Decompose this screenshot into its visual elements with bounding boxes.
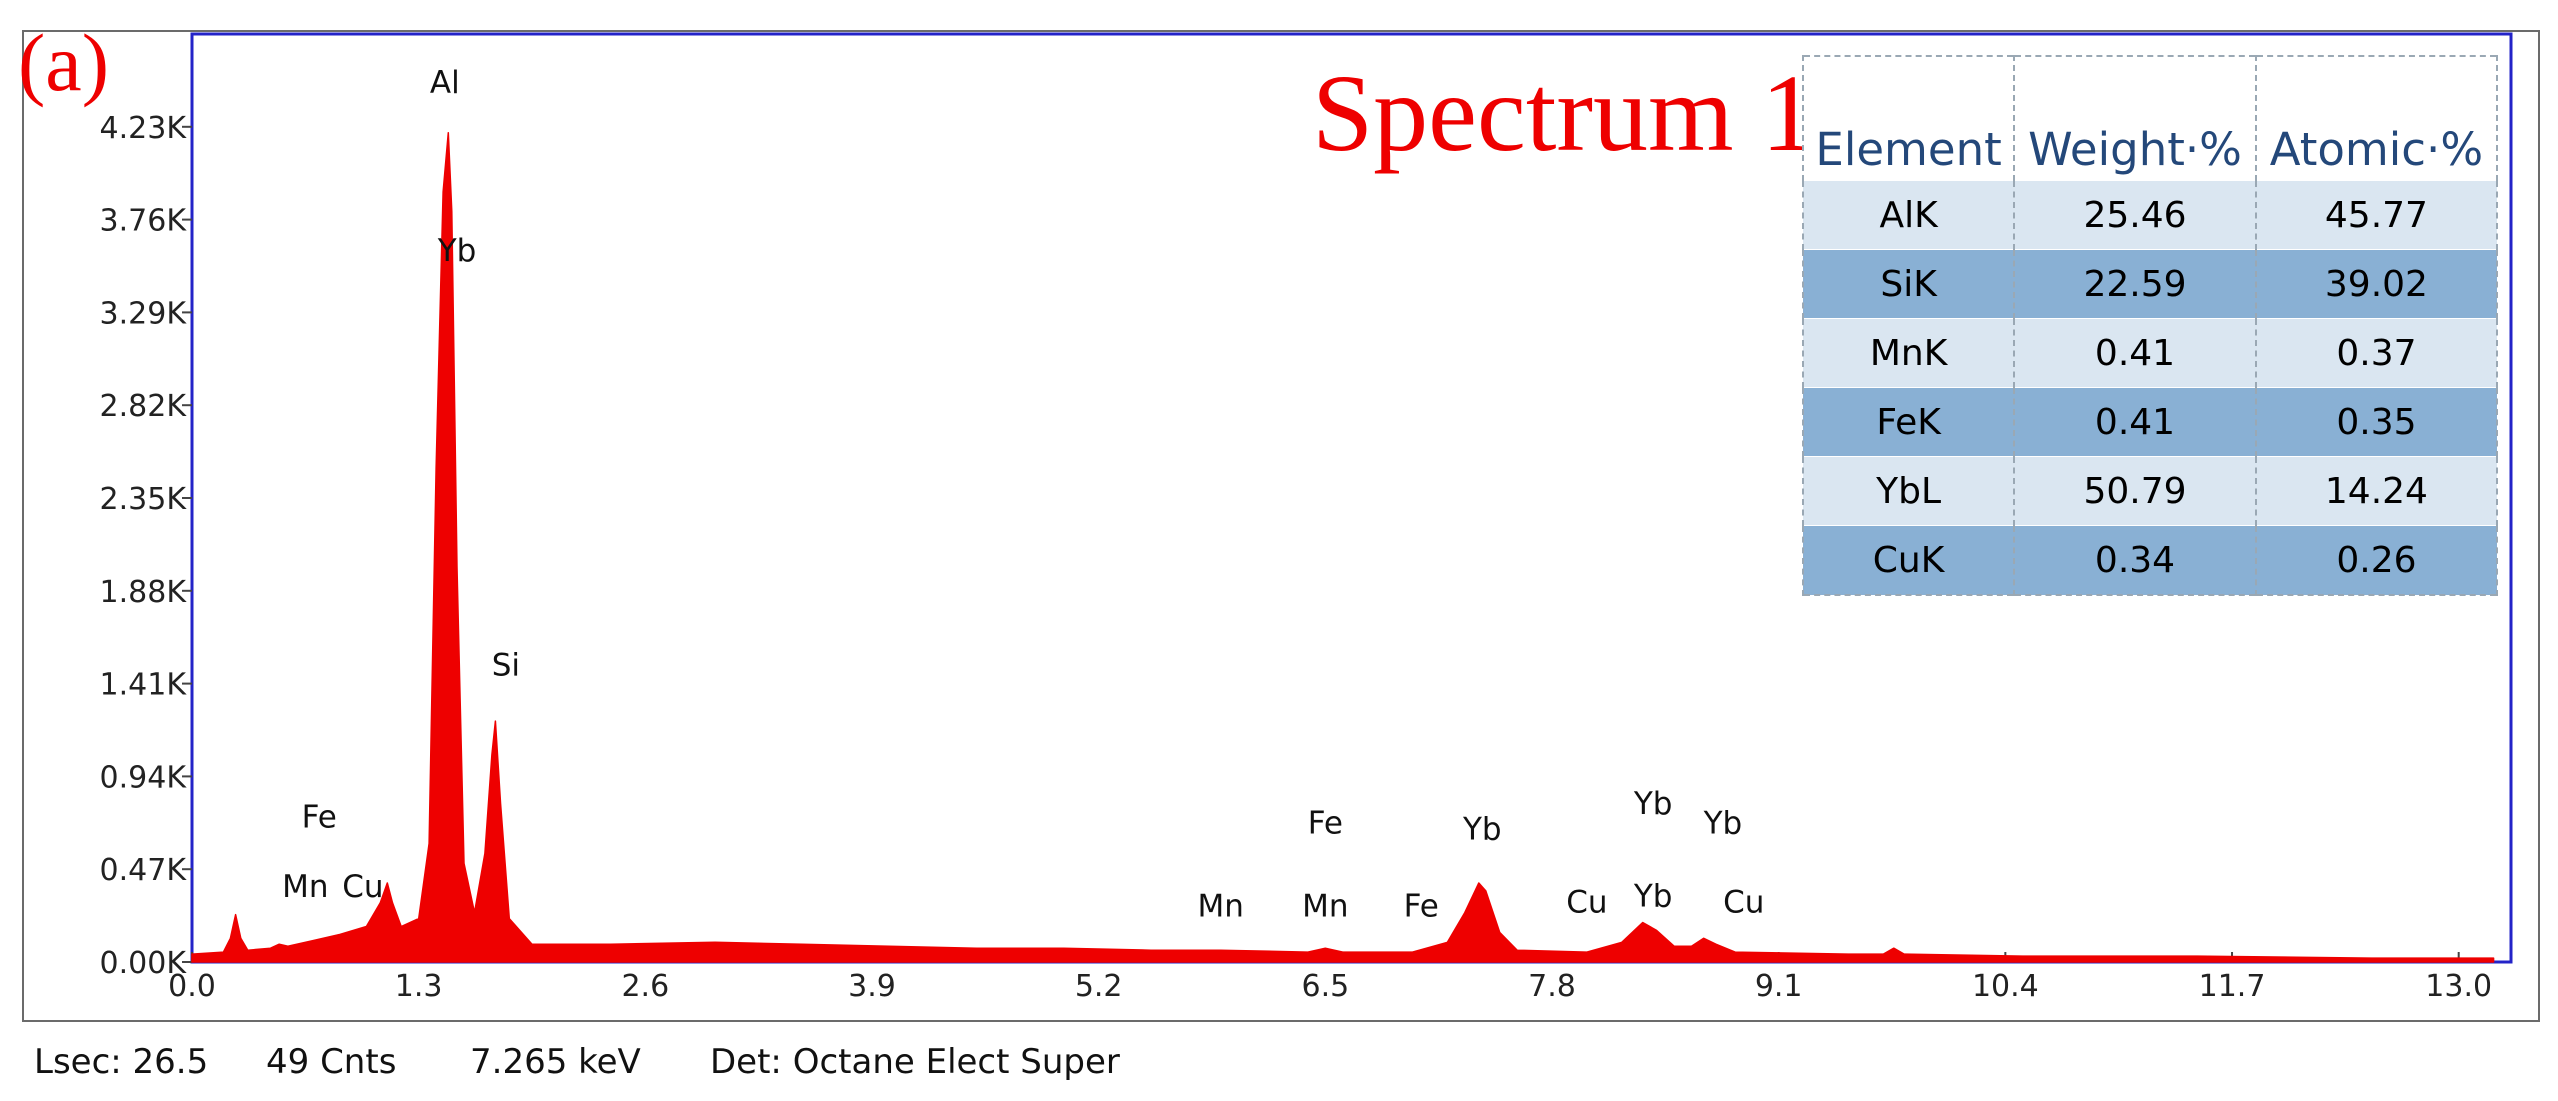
series-layer (191, 131, 2495, 963)
x-tick-label: 5.2 (1075, 969, 1123, 1004)
panel-label: (a) (18, 17, 110, 108)
table-header-element: Element (1801, 56, 2016, 181)
table-cell: AlK (1801, 180, 2016, 250)
table-cell: 0.26 (2254, 525, 2499, 595)
peak-label: Mn (1302, 889, 1348, 925)
table-cell: 0.41 (2013, 387, 2257, 457)
peak-label: Fe (302, 800, 337, 836)
table-cell: FeK (1801, 387, 2016, 457)
x-tick-label: 11.7 (2199, 969, 2266, 1004)
peak-label: Mn (1198, 889, 1244, 925)
peak-label: Yb (1633, 879, 1673, 915)
table-row: FeK 0.41 0.35 (1801, 387, 2499, 457)
y-tick-label: 1.41K (100, 668, 188, 703)
peak-label: Cu (1566, 885, 1607, 921)
status-lsec: Lsec: 26.5 (34, 1042, 209, 1082)
y-tick-label: 2.35K (100, 482, 188, 517)
y-tick-label: 0.47K (100, 853, 188, 888)
y-axis: 0.00K 0.47K 0.94K 1.41K 1.88K 2.35K 2.82K 3.29K… (100, 111, 192, 981)
y-tick-label: 2.82K (100, 389, 188, 424)
x-tick-label: 7.8 (1528, 969, 1576, 1004)
composition-table: Element Weight·% Atomic·% AlK 25.46 45.7… (1801, 55, 2499, 596)
status-counts: 49 Cnts (266, 1042, 397, 1082)
table-cell: 0.34 (2013, 525, 2257, 595)
table-header-row: Element Weight·% Atomic·% (1801, 56, 2499, 181)
peak-label: Fe (1404, 889, 1439, 925)
table-row: MnK 0.41 0.37 (1801, 318, 2499, 388)
chart-title: Spectrum 1 (1312, 52, 1817, 174)
x-tick-label: 1.3 (395, 969, 443, 1004)
y-tick-label: 3.76K (100, 204, 188, 239)
y-tick-label: 0.94K (100, 760, 188, 795)
table-cell: 14.24 (2254, 456, 2499, 526)
table-row: YbL 50.79 14.24 (1801, 456, 2499, 526)
status-energy: 7.265 keV (470, 1042, 641, 1082)
table-cell: 50.79 (2013, 456, 2257, 526)
table-cell: MnK (1801, 318, 2016, 388)
table-header-weight: Weight·% (2013, 56, 2257, 181)
x-tick-label: 6.5 (1301, 969, 1349, 1004)
table-cell: 22.59 (2013, 249, 2257, 319)
peak-label: Cu (342, 869, 383, 905)
y-tick-label: 0.00K (100, 946, 188, 981)
table-cell: 25.46 (2013, 180, 2257, 250)
spectrum-series (191, 131, 2495, 963)
peak-label: Yb (1633, 786, 1673, 822)
table-cell: 0.37 (2254, 318, 2499, 388)
status-detector: Det: Octane Elect Super (710, 1042, 1120, 1082)
table-cell: 39.02 (2254, 249, 2499, 319)
y-tick-label: 4.23K (100, 111, 188, 146)
x-tick-label: 13.0 (2425, 969, 2492, 1004)
peak-labels: Al Yb Si Fe Mn Cu Mn Fe Mn Fe Yb Cu Yb Yb Yb Cu (282, 65, 1764, 924)
table-header-atomic: Atomic·% (2254, 56, 2499, 181)
table-cell: 45.77 (2254, 180, 2499, 250)
peak-label: Al (430, 65, 460, 101)
table-cell: CuK (1801, 525, 2016, 595)
peak-label: Yb (1462, 812, 1502, 848)
table-cell: 0.35 (2254, 387, 2499, 457)
table-row: AlK 25.46 45.77 (1801, 180, 2499, 250)
peak-label: Mn (282, 869, 328, 905)
peak-label: Fe (1308, 806, 1343, 842)
table-cell: SiK (1801, 249, 2016, 319)
x-tick-label: 10.4 (1972, 969, 2039, 1004)
y-tick-label: 1.88K (100, 575, 188, 610)
table-cell: 0.41 (2013, 318, 2257, 388)
x-tick-label: 0.0 (168, 969, 216, 1004)
peak-label: Yb (437, 233, 477, 269)
x-tick-label: 2.6 (621, 969, 669, 1004)
table-row: CuK 0.34 0.26 (1801, 525, 2499, 595)
peak-label: Yb (1703, 806, 1743, 842)
peak-label: Si (492, 648, 520, 684)
y-tick-label: 3.29K (100, 296, 188, 331)
x-axis: 0.0 1.3 2.6 3.9 5.2 6.5 7.8 9.1 10.4 11.7 13.0 (168, 952, 2492, 1004)
x-tick-label: 3.9 (848, 969, 896, 1004)
peak-label: Cu (1723, 885, 1764, 921)
table-cell: YbL (1801, 456, 2016, 526)
table-row: SiK 22.59 39.02 (1801, 249, 2499, 319)
x-tick-label: 9.1 (1755, 969, 1803, 1004)
